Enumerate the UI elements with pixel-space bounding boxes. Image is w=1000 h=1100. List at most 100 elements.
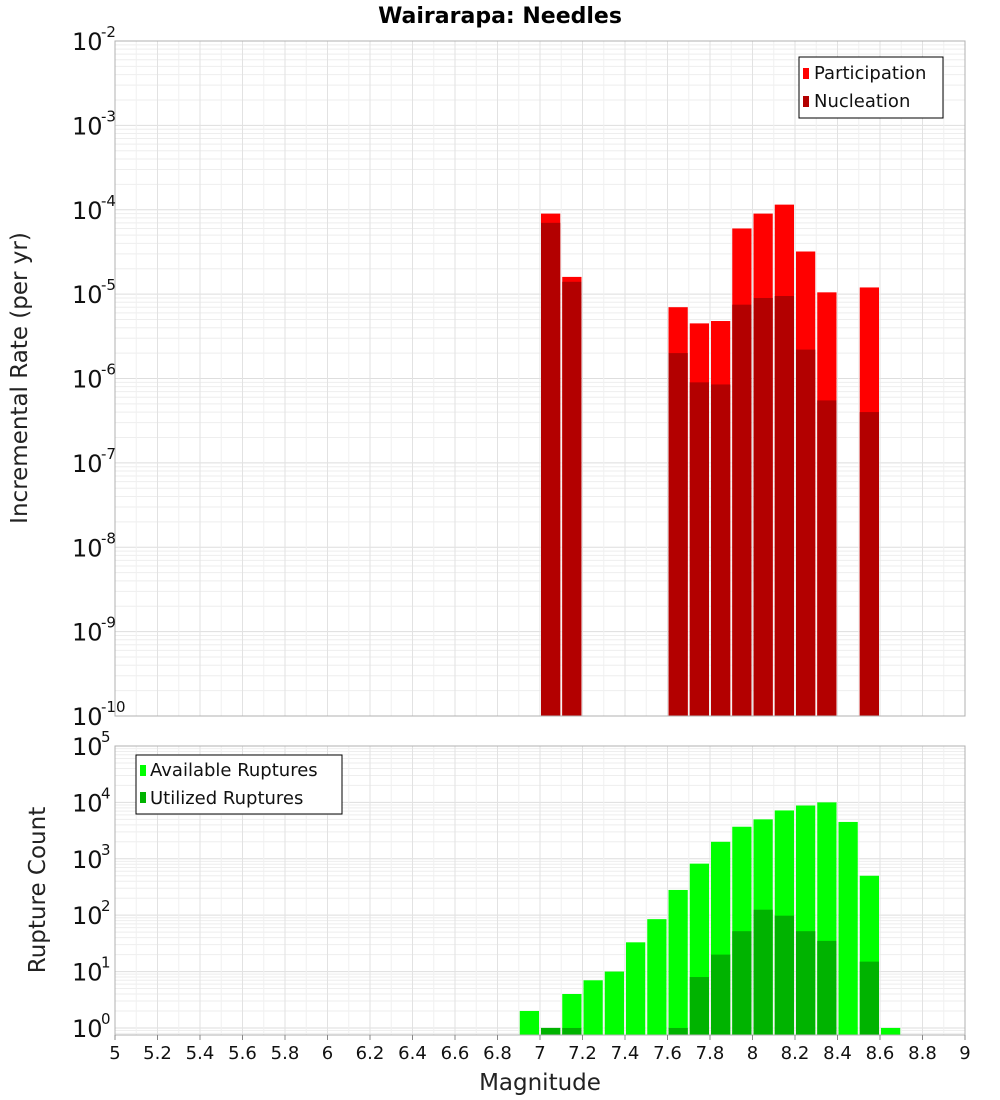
rate-legend-box <box>798 56 944 119</box>
count-bar-utilized-ruptures <box>668 1027 688 1035</box>
rate-y-tick-exponent: -3 <box>101 107 116 125</box>
count-bar-available-ruptures <box>647 919 667 1035</box>
rate-y-tick-label: 10 <box>72 281 103 309</box>
rate-bar-nucleation <box>753 297 773 716</box>
count-bar-utilized-ruptures <box>732 931 752 1035</box>
rate-y-tick-label: 10 <box>72 366 103 394</box>
legend-label-nucleation: Nucleation <box>814 91 910 112</box>
rate-y-tick-label: 10 <box>72 450 103 478</box>
count-y-tick-exponent: 5 <box>101 728 111 746</box>
rate-y-tick-exponent: -10 <box>101 698 126 716</box>
count-bar-available-ruptures <box>668 889 688 1035</box>
rate-y-tick-exponent: -7 <box>101 445 116 463</box>
legend-swatch-available <box>140 765 146 776</box>
count-bar-utilized-ruptures <box>562 1027 582 1035</box>
legend-swatch-participation <box>803 68 809 79</box>
rate-bar-nucleation <box>796 349 816 716</box>
count-bar-available-ruptures <box>519 1010 539 1035</box>
count-bar-utilized-ruptures <box>753 909 773 1035</box>
count-bars <box>519 802 901 1035</box>
count-y-tick-exponent: 3 <box>101 841 111 859</box>
count-bar-available-ruptures <box>583 980 603 1035</box>
x-tick-label: 8.2 <box>781 1043 810 1064</box>
count-bar-utilized-ruptures <box>796 931 816 1035</box>
x-tick-label: 9 <box>959 1043 970 1064</box>
count-y-tick-exponent: 2 <box>101 897 111 915</box>
rate-y-tick-exponent: -2 <box>101 23 116 41</box>
x-tick-label: 6.8 <box>483 1043 512 1064</box>
rate-bar-nucleation <box>859 412 879 716</box>
count-y-tick-exponent: 1 <box>101 954 111 972</box>
count-bar-utilized-ruptures <box>859 961 879 1035</box>
x-tick-label: 6.2 <box>356 1043 385 1064</box>
x-axis-label: Magnitude <box>479 1070 601 1096</box>
x-tick-label: 5.2 <box>143 1043 172 1064</box>
x-tick-label: 5.8 <box>271 1043 300 1064</box>
count-bar-utilized-ruptures <box>541 1027 561 1035</box>
rate-bar-nucleation <box>668 353 688 716</box>
count-bar-available-ruptures <box>626 942 646 1035</box>
count-y-tick-exponent: 4 <box>101 784 111 802</box>
count-y-tick-label: 10 <box>72 846 103 874</box>
rate-legend: Participation Nucleation <box>798 56 944 119</box>
rate-y-tick-exponent: -6 <box>101 361 116 379</box>
x-tick-label: 5.6 <box>228 1043 257 1064</box>
count-bar-utilized-ruptures <box>711 954 731 1035</box>
count-y-tick-label: 10 <box>72 789 103 817</box>
x-tick-label: 7.6 <box>653 1043 682 1064</box>
legend-label-participation: Participation <box>814 63 926 84</box>
rate-y-tick-label: 10 <box>72 197 103 225</box>
count-y-tick-label: 10 <box>72 902 103 930</box>
legend-swatch-nucleation <box>803 96 809 107</box>
x-tick-label: 7.8 <box>696 1043 725 1064</box>
x-tick-label: 8.6 <box>866 1043 895 1064</box>
rate-bar-nucleation <box>562 281 582 716</box>
count-bar-utilized-ruptures <box>817 940 837 1035</box>
rate-bar-nucleation <box>689 382 709 716</box>
rate-bar-nucleation <box>541 222 561 716</box>
rate-bar-nucleation <box>774 296 794 716</box>
x-tick-label: 6 <box>322 1043 333 1064</box>
count-bar-utilized-ruptures <box>774 915 794 1035</box>
rate-bar-nucleation <box>732 304 752 716</box>
count-y-tick-label: 10 <box>72 959 103 987</box>
legend-swatch-utilized <box>140 792 146 803</box>
legend-label-utilized: Utilized Ruptures <box>150 788 303 809</box>
x-tick-label: 8.8 <box>908 1043 937 1064</box>
rate-y-tick-label: 10 <box>72 534 103 562</box>
count-legend-box <box>135 754 343 815</box>
rate-gridlines <box>114 40 966 717</box>
rate-y-tick-exponent: -8 <box>101 529 116 547</box>
x-tick-label: 5 <box>109 1043 120 1064</box>
x-tick-label: 8 <box>747 1043 758 1064</box>
count-y-tick-exponent: 0 <box>101 1010 111 1028</box>
rate-y-tick-label: 10 <box>72 28 103 56</box>
count-legend: Available Ruptures Utilized Ruptures <box>135 754 343 815</box>
x-tick-label: 7 <box>534 1043 545 1064</box>
count-y-axis-label: Rupture Count <box>25 807 51 973</box>
x-tick-label: 7.4 <box>611 1043 640 1064</box>
rate-bars <box>541 204 879 717</box>
rate-y-tick-label: 10 <box>72 619 103 647</box>
count-bar-available-ruptures <box>604 971 624 1035</box>
chart-title: Wairarapa: Needles <box>378 4 622 29</box>
x-tick-label: 6.4 <box>398 1043 427 1064</box>
rate-y-tick-exponent: -5 <box>101 276 116 294</box>
x-tick-label: 6.6 <box>441 1043 470 1064</box>
rate-y-tick-label: 10 <box>72 703 103 731</box>
rate-y-tick-exponent: -4 <box>101 192 116 210</box>
count-y-tick-label: 10 <box>72 1015 103 1043</box>
count-y-tick-label: 10 <box>72 733 103 761</box>
rate-y-tick-exponent: -9 <box>101 614 116 632</box>
x-tick-label: 8.4 <box>823 1043 852 1064</box>
rate-plot-frame <box>114 40 966 717</box>
rate-y-axis-label: Incremental Rate (per yr) <box>7 232 33 524</box>
count-bar-available-ruptures <box>562 994 582 1035</box>
count-bar-utilized-ruptures <box>689 977 709 1035</box>
x-tick-label: 7.2 <box>568 1043 597 1064</box>
rate-bar-nucleation <box>711 384 731 716</box>
